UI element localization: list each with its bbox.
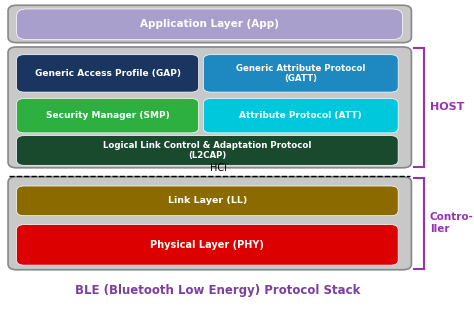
FancyBboxPatch shape (17, 55, 199, 92)
Text: Security Manager (SMP): Security Manager (SMP) (46, 111, 170, 120)
FancyBboxPatch shape (8, 47, 411, 168)
FancyBboxPatch shape (17, 9, 402, 40)
Text: Attribute Protocol (ATT): Attribute Protocol (ATT) (239, 111, 362, 120)
Text: Generic Access Profile (GAP): Generic Access Profile (GAP) (35, 69, 181, 78)
FancyBboxPatch shape (203, 55, 398, 92)
FancyBboxPatch shape (17, 225, 398, 265)
Text: Link Layer (LL): Link Layer (LL) (168, 196, 247, 205)
FancyBboxPatch shape (8, 177, 411, 270)
Text: HOST: HOST (430, 102, 465, 112)
Text: BLE (Bluetooth Low Energy) Protocol Stack: BLE (Bluetooth Low Energy) Protocol Stac… (75, 284, 361, 297)
FancyBboxPatch shape (203, 99, 398, 133)
FancyBboxPatch shape (17, 136, 398, 165)
Text: Logical Link Control & Adaptation Protocol
(L2CAP): Logical Link Control & Adaptation Protoc… (103, 141, 311, 160)
FancyBboxPatch shape (17, 186, 398, 216)
Text: Application Layer (App): Application Layer (App) (140, 19, 279, 29)
FancyBboxPatch shape (17, 99, 199, 133)
Text: Generic Attribute Protocol
(GATT): Generic Attribute Protocol (GATT) (236, 64, 365, 83)
Text: Contro-
ller: Contro- ller (430, 213, 474, 234)
Text: Physical Layer (PHY): Physical Layer (PHY) (150, 240, 264, 250)
Text: HCI: HCI (210, 163, 227, 173)
FancyBboxPatch shape (8, 5, 411, 43)
